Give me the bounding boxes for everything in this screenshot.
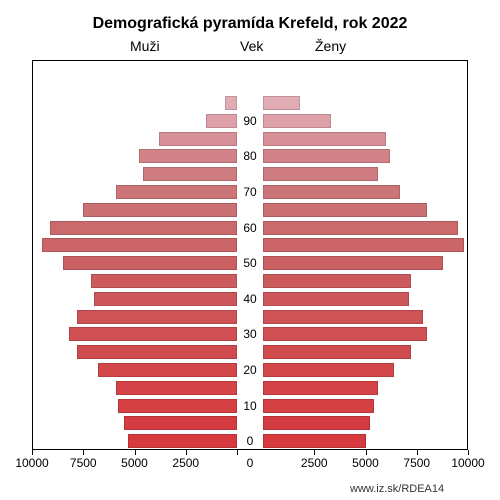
bar-female [263,416,370,430]
bar-female [263,238,464,252]
x-tick [186,450,187,455]
bar-male [77,345,237,359]
bar-male [206,114,237,128]
y-tick-label: 60 [243,221,256,235]
bar-female [263,327,427,341]
y-tick-label: 0 [247,434,254,448]
bar-female [263,114,331,128]
bar-male [63,256,237,270]
x-tick [468,450,469,455]
x-tick [237,450,238,455]
x-tick [83,450,84,455]
y-tick-label: 20 [243,363,256,377]
bar-male [116,381,237,395]
bar-female [263,399,374,413]
chart-title: Demografická pyramída Krefeld, rok 2022 [0,15,500,33]
bar-male [116,185,237,199]
bar-male [77,310,237,324]
source-url: www.iz.sk/RDEA14 [350,483,444,495]
bar-female [263,149,390,163]
x-tick-label: 0 [247,456,254,470]
bar-male [83,203,237,217]
y-tick-label: 90 [243,114,256,128]
bar-female [263,132,386,146]
x-tick [366,450,367,455]
x-tick-label: 2500 [172,456,199,470]
bar-male [118,399,237,413]
bar-female [263,292,409,306]
bar-female [263,256,443,270]
x-tick-label: 10000 [15,456,48,470]
y-tick-label: 70 [243,185,256,199]
x-tick-label: 7500 [70,456,97,470]
bar-male [143,167,237,181]
x-tick-label: 5000 [352,456,379,470]
bar-female [263,274,411,288]
bar-female [263,185,400,199]
bar-male [159,132,237,146]
bar-female [263,221,458,235]
bar-male [69,327,237,341]
bar-female [263,434,366,448]
x-tick [32,450,33,455]
x-tick-label: 2500 [301,456,328,470]
y-tick-label: 40 [243,292,256,306]
bar-male [42,238,237,252]
label-female: Ženy [315,38,346,54]
bar-female [263,96,300,110]
x-tick [135,450,136,455]
bar-female [263,203,427,217]
bar-male [50,221,237,235]
x-tick [417,450,418,455]
y-tick-label: 10 [243,399,256,413]
bar-male [225,96,237,110]
y-tick-label: 50 [243,256,256,270]
bar-female [263,345,411,359]
y-tick-label: 80 [243,149,256,163]
label-age: Vek [240,38,263,54]
bar-female [263,167,378,181]
bar-male [94,292,238,306]
bar-male [139,149,237,163]
x-tick-label: 5000 [121,456,148,470]
x-tick-label: 10000 [451,456,484,470]
x-tick [314,450,315,455]
y-tick-label: 30 [243,327,256,341]
bar-male [91,274,237,288]
label-male: Muži [130,38,160,54]
bar-male [98,363,237,377]
bar-male [124,416,237,430]
bar-female [263,310,423,324]
bar-female [263,381,378,395]
chart-container: Demografická pyramída Krefeld, rok 2022 … [0,0,500,500]
x-tick-label: 7500 [403,456,430,470]
bar-female [263,363,394,377]
bar-male [128,434,237,448]
